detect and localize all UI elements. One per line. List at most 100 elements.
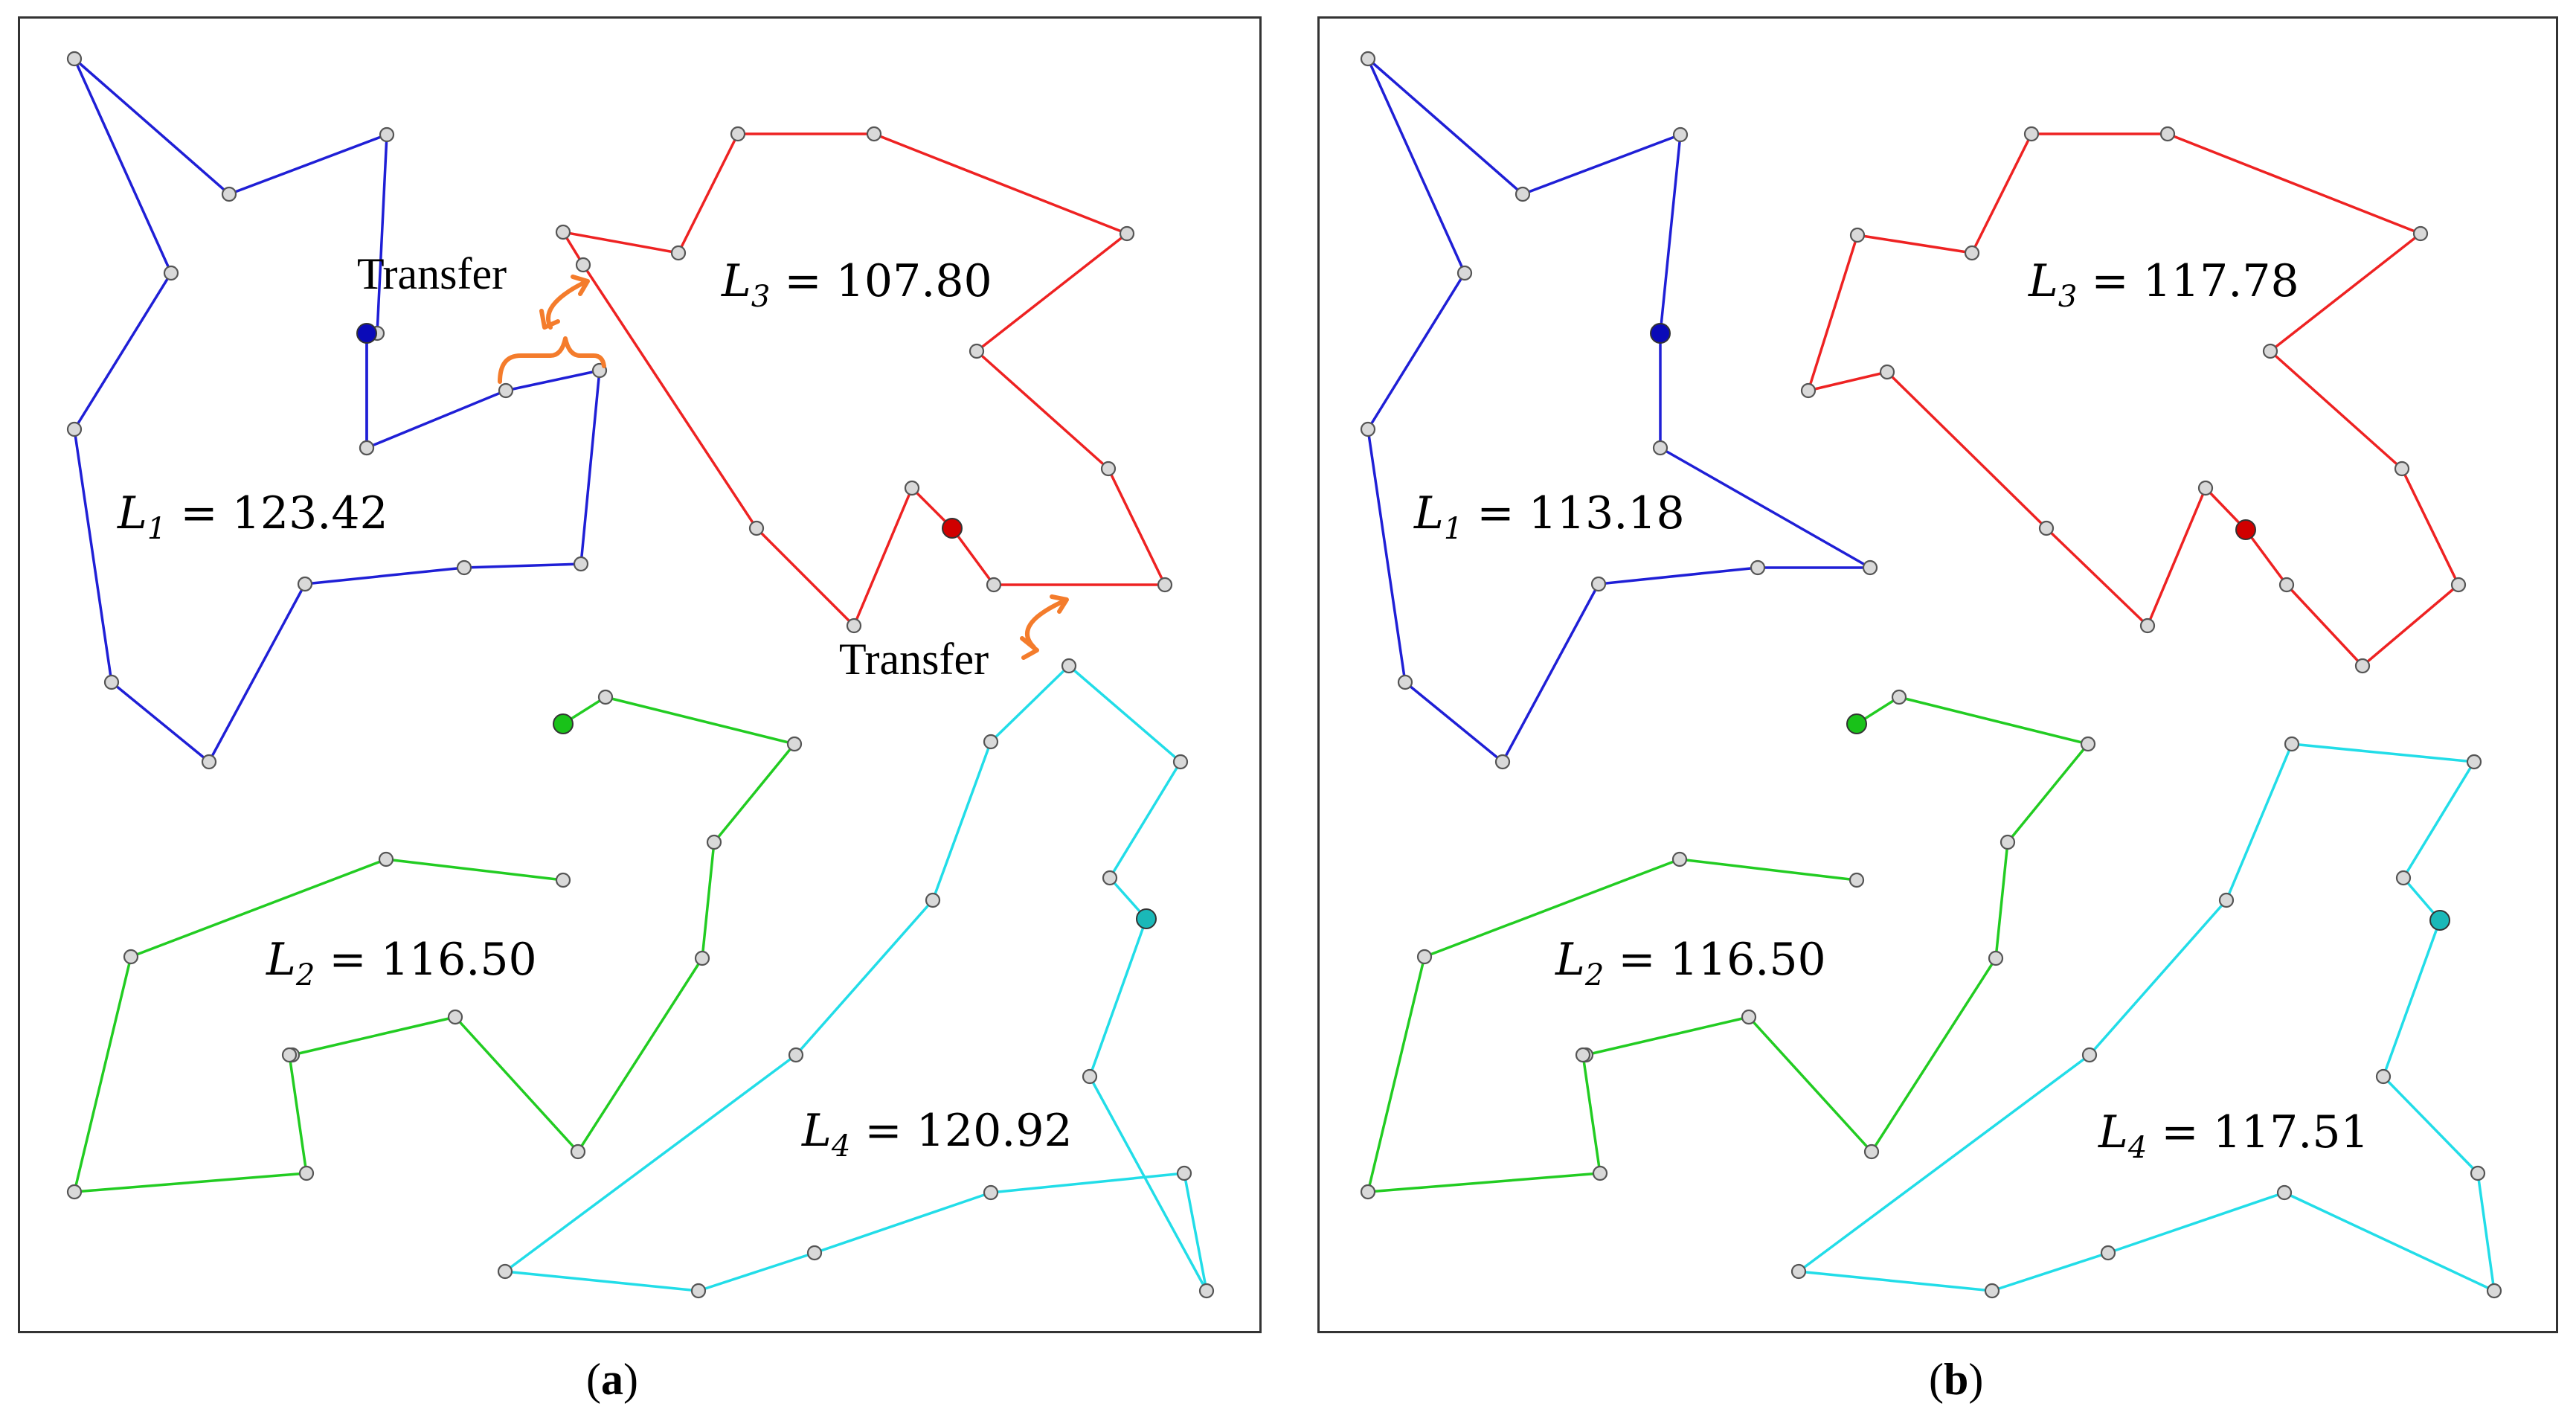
customer-node: [1061, 658, 1077, 674]
customer-node: [298, 1165, 315, 1181]
customer-node: [1891, 689, 1907, 705]
customer-node: [2278, 577, 2295, 593]
route-1: [1360, 51, 1878, 770]
route-4-symbol: L: [802, 1105, 832, 1157]
customer-node: [983, 1184, 999, 1201]
customer-node: [1590, 576, 1607, 592]
customer-node: [1790, 1263, 1807, 1280]
customer-node: [1800, 382, 1817, 399]
customer-node: [555, 872, 571, 888]
route-1-length-label: L1 = 123.42: [118, 491, 388, 544]
route-2: [1360, 689, 2096, 1200]
panel-a: L1 = 123.42 L2 = 116.50 L3 = 107.80 L4 =…: [18, 16, 1262, 1404]
route-3-length: 107.80: [835, 255, 992, 307]
route-2-length: 116.50: [380, 934, 537, 986]
customer-node: [1119, 225, 1135, 242]
route-4-length: 120.92: [916, 1105, 1073, 1157]
depot-node: [1650, 323, 1671, 344]
customer-node: [1879, 364, 1895, 380]
depot-node: [2429, 910, 2450, 931]
route-2-length-label: L2 = 116.50: [1555, 937, 1826, 990]
route-2-length-label: L2 = 116.50: [266, 937, 537, 990]
transfer-annotation: Transfer: [839, 635, 989, 684]
customer-node: [447, 1009, 463, 1025]
customer-node: [1082, 1068, 1098, 1085]
route-2-eq: =: [1618, 934, 1656, 986]
customer-node: [2038, 520, 2055, 536]
customer-node: [1360, 51, 1376, 67]
panel-a-caption: (a): [586, 1355, 638, 1404]
route-3-index: 3: [751, 280, 771, 314]
route-1-index: 1: [1443, 512, 1463, 546]
customer-node: [281, 1047, 298, 1063]
customer-node: [2354, 658, 2371, 674]
customer-node: [2218, 892, 2235, 908]
route-4-eq: =: [864, 1105, 902, 1157]
customer-node: [1456, 265, 1473, 281]
customer-node: [1652, 440, 1668, 456]
customer-node: [2081, 1047, 2098, 1063]
customer-node: [555, 224, 571, 240]
customer-node: [297, 576, 313, 592]
customer-node: [1849, 227, 1866, 243]
customer-node: [1515, 186, 1531, 202]
customer-node: [1176, 1165, 1192, 1181]
customer-node: [221, 186, 237, 202]
customer-node: [575, 257, 591, 273]
customer-node: [1360, 421, 1376, 437]
customer-node: [2262, 343, 2278, 359]
customer-node: [1741, 1009, 1757, 1025]
route-4: [497, 658, 1215, 1299]
customer-node: [706, 834, 722, 850]
route-2-index: 2: [295, 958, 315, 992]
route-2-index: 2: [1584, 958, 1605, 992]
panel-b-frame: [1317, 16, 2558, 1333]
customer-node: [1416, 949, 1433, 965]
customer-node: [1100, 461, 1117, 477]
route-1-index: 1: [147, 512, 167, 546]
customer-node: [2080, 736, 2096, 752]
customer-node: [1157, 577, 1173, 593]
panel-b-caption-letter: b: [1943, 1355, 1969, 1404]
customer-node: [2470, 1165, 2486, 1181]
customer-node: [378, 851, 394, 867]
route-1-eq: =: [1477, 487, 1515, 539]
transfer-arrow-icon: [1025, 599, 1066, 649]
route-2-length: 116.50: [1669, 934, 1826, 986]
route-2-path: [73, 696, 796, 1193]
panel-b: L1 = 113.18 L2 = 116.50 L3 = 117.78 L4 =…: [1294, 0, 2576, 1421]
customer-node: [2486, 1283, 2502, 1299]
route-1-length-label: L1 = 113.18: [1414, 491, 1685, 544]
route-1-path: [1366, 57, 1872, 763]
customer-node: [2276, 1184, 2293, 1201]
customer-node: [670, 245, 687, 261]
customer-node: [1592, 1165, 1608, 1181]
customer-node: [925, 892, 941, 908]
customer-node: [103, 674, 120, 690]
transfer-arrow-icon: [546, 280, 586, 330]
transfer-arrowhead-icon: [539, 309, 560, 330]
transfer-arrowhead-icon: [1020, 636, 1039, 660]
route-4-symbol: L: [2098, 1106, 2128, 1158]
customer-node: [1360, 1184, 1376, 1200]
route-3-symbol: L: [2029, 255, 2058, 307]
customer-node: [163, 265, 179, 281]
route-2-path: [1366, 696, 2090, 1193]
customer-node: [788, 1047, 804, 1063]
customer-node: [456, 559, 472, 576]
route-1-length: 113.18: [1528, 487, 1685, 539]
customer-node: [1964, 245, 1980, 261]
customer-node: [2284, 736, 2300, 752]
route-1-length: 123.42: [231, 487, 388, 539]
transfer-brace-icon: [498, 336, 606, 384]
customer-node: [846, 618, 862, 634]
transfer-arrowhead-icon: [571, 275, 590, 296]
route-2-symbol: L: [1555, 934, 1585, 986]
customer-node: [748, 520, 765, 536]
transfer-arrowhead-icon: [1050, 594, 1069, 614]
customer-node: [2466, 754, 2482, 770]
customer-node: [66, 421, 83, 437]
customer-node: [904, 480, 920, 496]
customer-node: [2100, 1245, 2116, 1261]
